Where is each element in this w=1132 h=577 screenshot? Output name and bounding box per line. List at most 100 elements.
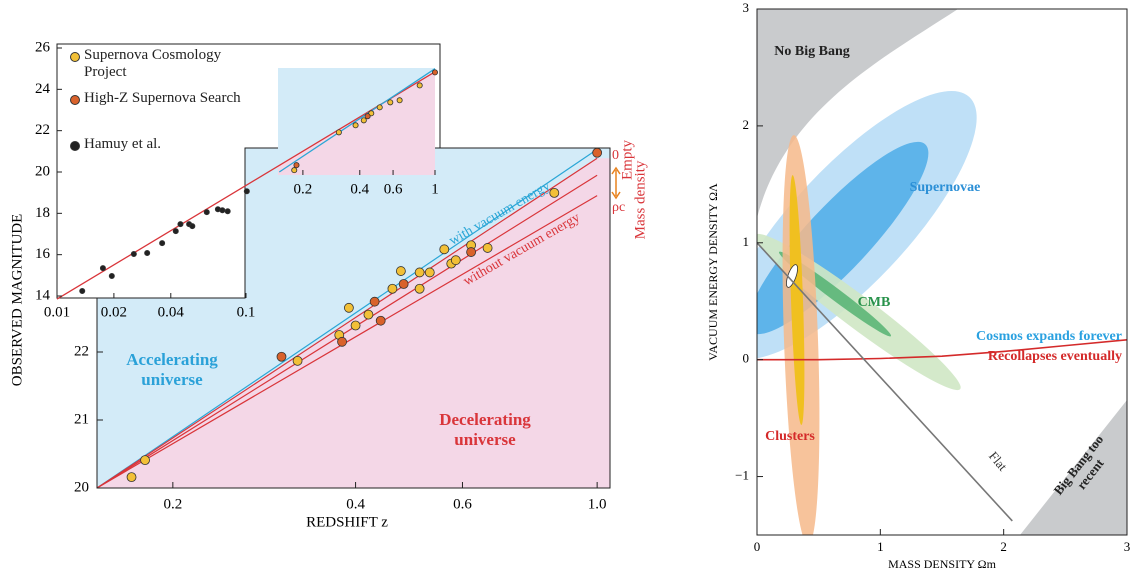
series-label: Flat	[986, 448, 1011, 473]
legend-label: High-Z Supernova Search	[84, 90, 241, 106]
legend-swatch	[70, 141, 80, 151]
y-tick-label: 22	[74, 343, 89, 359]
annotation: Empty	[619, 140, 635, 180]
annotation: Clusters	[765, 429, 815, 444]
data-point	[369, 296, 380, 307]
data-point	[376, 104, 383, 111]
data-point	[276, 351, 287, 362]
data-point	[243, 188, 250, 195]
x-tick-label: 0.6	[384, 181, 403, 197]
legend-item: Hamuy et al.	[70, 136, 244, 153]
x-axis-label: MASS DENSITY Ωm	[888, 557, 996, 571]
model-line	[96, 195, 598, 489]
data-point	[431, 69, 438, 76]
data-point	[219, 207, 226, 214]
model-line	[756, 242, 1013, 522]
plot-frame	[756, 8, 1128, 536]
x-tick-label: 0.2	[163, 496, 182, 512]
x-tick-label: 3	[1124, 539, 1131, 554]
annotation: Accelerating universe	[126, 350, 218, 389]
series-label: Recollapses eventually	[988, 349, 1122, 364]
y-tick-label: 3	[743, 0, 750, 15]
x-tick-label: 0.2	[294, 181, 313, 197]
data-point	[293, 162, 300, 169]
data-point	[159, 240, 166, 247]
legend-label: Supernova Cosmology Project	[84, 47, 222, 80]
model-line	[96, 148, 598, 489]
data-point	[108, 272, 115, 279]
data-point	[395, 266, 406, 276]
x-tick-label: 0.1	[237, 304, 256, 320]
data-point	[79, 288, 86, 295]
line-label: 0	[612, 148, 619, 163]
data-point	[466, 247, 477, 257]
y-tick-label: 20	[74, 479, 89, 495]
data-point	[126, 472, 137, 483]
line-label: ρc	[612, 200, 625, 215]
data-point	[364, 113, 371, 120]
annotation: No Big Bang	[774, 44, 849, 59]
x-tick-label: 1	[877, 539, 884, 554]
y-tick-label: 1	[743, 234, 750, 249]
data-point	[387, 99, 394, 106]
y-tick-label: 20	[35, 163, 50, 179]
data-point	[414, 283, 425, 294]
data-point	[592, 147, 603, 158]
x-tick-label: 0.01	[44, 304, 70, 320]
x-tick-label: 2	[1000, 539, 1007, 554]
data-point	[172, 228, 179, 235]
y-tick-label: 21	[74, 411, 89, 427]
data-point	[292, 355, 303, 366]
too-recent-region	[1020, 400, 1127, 535]
model-line	[96, 157, 598, 489]
data-point	[140, 455, 150, 466]
data-point	[350, 320, 361, 331]
data-point	[424, 267, 435, 278]
data-point	[337, 336, 347, 347]
data-point	[177, 221, 184, 228]
y-tick-label: 22	[35, 122, 50, 138]
legend-item: High-Z Supernova Search	[70, 90, 244, 107]
model-line	[96, 174, 598, 489]
data-point	[396, 97, 403, 104]
data-point	[344, 302, 354, 313]
x-tick-label: 0	[754, 539, 761, 554]
arrow-heads	[611, 166, 621, 200]
x-tick-label: 0.4	[350, 181, 369, 197]
legend-label: Hamuy et al.	[84, 136, 162, 152]
clusters-inner	[789, 175, 805, 425]
y-tick-label: 18	[35, 205, 50, 221]
y-axis-label: VACUUM ENERGY DENSITY ΩΛ	[706, 183, 720, 361]
model-line	[56, 71, 436, 300]
legend-item: Supernova Cosmology Project	[70, 47, 259, 81]
data-point	[416, 82, 423, 89]
data-point	[398, 279, 409, 289]
data-point	[335, 129, 342, 136]
data-point	[291, 167, 298, 174]
x-tick-label: 0.02	[101, 304, 127, 320]
regions	[757, 9, 1127, 535]
model-line	[757, 338, 1128, 361]
annotation: CMB	[858, 295, 891, 310]
no-big-bang-region	[757, 9, 958, 218]
legend-swatch	[70, 52, 80, 62]
x-axis-label: REDSHIFT z	[306, 514, 388, 530]
data-point	[450, 255, 461, 266]
x-tick-label: 0.4	[346, 496, 365, 512]
y-tick-label: 26	[35, 39, 51, 55]
y-tick-label: −1	[735, 468, 749, 483]
data-point	[130, 251, 137, 258]
data-point	[99, 265, 106, 272]
x-tick-label: 1	[431, 181, 439, 197]
data-point	[549, 187, 560, 198]
annotation: Cosmos expands forever	[976, 329, 1122, 344]
y-tick-label: 16	[35, 246, 51, 262]
data-point	[439, 244, 450, 255]
x-tick-label: 0.6	[453, 496, 472, 512]
y-axis-label: OBSERVED MAGNITUDE	[9, 214, 25, 387]
y-tick-label: 0	[743, 351, 750, 366]
data-point	[482, 243, 493, 253]
data-point	[203, 209, 210, 216]
